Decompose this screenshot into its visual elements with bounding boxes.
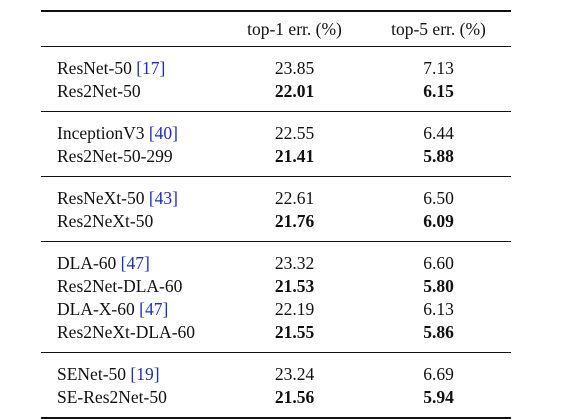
- model-label: SENet-50: [57, 363, 131, 384]
- top5-value: 6.69: [423, 363, 454, 384]
- model-label: Res2Net-50-299: [57, 145, 173, 166]
- top1-value: 23.85: [274, 57, 315, 78]
- model-label: Res2Net-50: [57, 80, 141, 101]
- citation-link[interactable]: [43]: [148, 187, 179, 208]
- header-top5-error: top-5 err. (%): [391, 19, 486, 39]
- group-dla: DLA-60 [47] 23.32 6.60 Res2Net-DLA-60 21…: [41, 242, 511, 353]
- table-row: Res2Net-50-299 21.41 5.88: [41, 144, 511, 177]
- table-row: InceptionV3 [40] 22.55 6.44: [41, 112, 511, 145]
- table-row: Res2NeXt-50 21.76 6.09: [41, 209, 511, 242]
- table-row: DLA-60 [47] 23.32 6.60: [41, 242, 511, 275]
- header-model: [41, 11, 223, 47]
- top5-value: 6.50: [423, 187, 454, 208]
- top1-value-best: 21.53: [274, 275, 315, 296]
- top1-value: 22.19: [274, 298, 315, 319]
- model-name: ResNeXt-50 [43]: [41, 177, 223, 210]
- top1-value-best: 21.76: [274, 210, 315, 231]
- header-top1-error: top-1 err. (%): [247, 19, 342, 39]
- top5-value-best: 5.86: [423, 321, 454, 342]
- top1-value-best: 21.56: [274, 386, 315, 407]
- top5-value: 7.13: [423, 57, 454, 78]
- model-label: Res2NeXt-50: [57, 210, 154, 231]
- model-name: Res2Net-DLA-60: [41, 274, 223, 297]
- model-name: DLA-60 [47]: [41, 242, 223, 275]
- top1-value: 23.24: [274, 363, 315, 384]
- model-name: Res2NeXt-DLA-60: [41, 320, 223, 353]
- group-inception: InceptionV3 [40] 22.55 6.44 Res2Net-50-2…: [41, 112, 511, 177]
- model-name: Res2Net-50: [41, 79, 223, 112]
- top1-value-best: 21.55: [274, 321, 315, 342]
- top5-value: 6.60: [423, 252, 454, 273]
- model-name: SE-Res2Net-50: [41, 385, 223, 418]
- table-row: ResNeXt-50 [43] 22.61 6.50: [41, 177, 511, 210]
- table-row: DLA-X-60 [47] 22.19 6.13: [41, 297, 511, 320]
- top5-value-best: 5.88: [423, 145, 454, 166]
- model-label: ResNet-50: [57, 57, 137, 78]
- citation-link[interactable]: [17]: [136, 57, 166, 78]
- model-label: ResNeXt-50: [57, 187, 149, 208]
- model-name: Res2Net-50-299: [41, 144, 223, 177]
- citation-link[interactable]: [19]: [130, 363, 160, 384]
- table-row: Res2Net-50 22.01 6.15: [41, 79, 511, 112]
- top5-value-best: 5.94: [423, 386, 454, 407]
- top1-value: 22.61: [274, 187, 315, 208]
- top5-value-best: 6.09: [423, 210, 454, 231]
- top5-value: 6.13: [423, 298, 454, 319]
- top1-value-best: 21.41: [274, 145, 315, 166]
- results-table-container: top-1 err. (%) top-5 err. (%) ResNet-50 …: [41, 10, 511, 419]
- table-row: ResNet-50 [17] 23.85 7.13: [41, 47, 511, 80]
- table-header: top-1 err. (%) top-5 err. (%): [41, 11, 511, 47]
- group-senet: SENet-50 [19] 23.24 6.69 SE-Res2Net-50 2…: [41, 353, 511, 418]
- model-label: Res2Net-DLA-60: [57, 275, 183, 296]
- table-row: Res2Net-DLA-60 21.53 5.80: [41, 274, 511, 297]
- model-label: InceptionV3: [57, 122, 149, 143]
- table-row: SENet-50 [19] 23.24 6.69: [41, 353, 511, 386]
- header-row: top-1 err. (%) top-5 err. (%): [41, 11, 511, 47]
- results-table: top-1 err. (%) top-5 err. (%) ResNet-50 …: [41, 10, 511, 419]
- citation-link[interactable]: [40]: [148, 122, 179, 143]
- group-resnext: ResNeXt-50 [43] 22.61 6.50 Res2NeXt-50 2…: [41, 177, 511, 242]
- top1-value: 22.55: [274, 122, 315, 143]
- top1-value: 23.32: [274, 252, 315, 273]
- model-label: SE-Res2Net-50: [57, 386, 167, 407]
- top5-value-best: 6.15: [423, 80, 454, 101]
- table-row: SE-Res2Net-50 21.56 5.94: [41, 385, 511, 418]
- model-name: SENet-50 [19]: [41, 353, 223, 386]
- model-name: InceptionV3 [40]: [41, 112, 223, 145]
- top5-value-best: 5.80: [423, 275, 454, 296]
- model-name: DLA-X-60 [47]: [41, 297, 223, 320]
- model-name: ResNet-50 [17]: [41, 47, 223, 80]
- model-label: Res2NeXt-DLA-60: [57, 321, 196, 342]
- model-name: Res2NeXt-50: [41, 209, 223, 242]
- group-resnet: ResNet-50 [17] 23.85 7.13 Res2Net-50 22.…: [41, 47, 511, 112]
- citation-link[interactable]: [47]: [120, 252, 150, 273]
- citation-link[interactable]: [47]: [139, 298, 169, 319]
- model-label: DLA-X-60: [57, 298, 140, 319]
- table-row: Res2NeXt-DLA-60 21.55 5.86: [41, 320, 511, 353]
- top5-value: 6.44: [423, 122, 454, 143]
- top1-value-best: 22.01: [274, 80, 315, 101]
- model-label: DLA-60: [57, 252, 121, 273]
